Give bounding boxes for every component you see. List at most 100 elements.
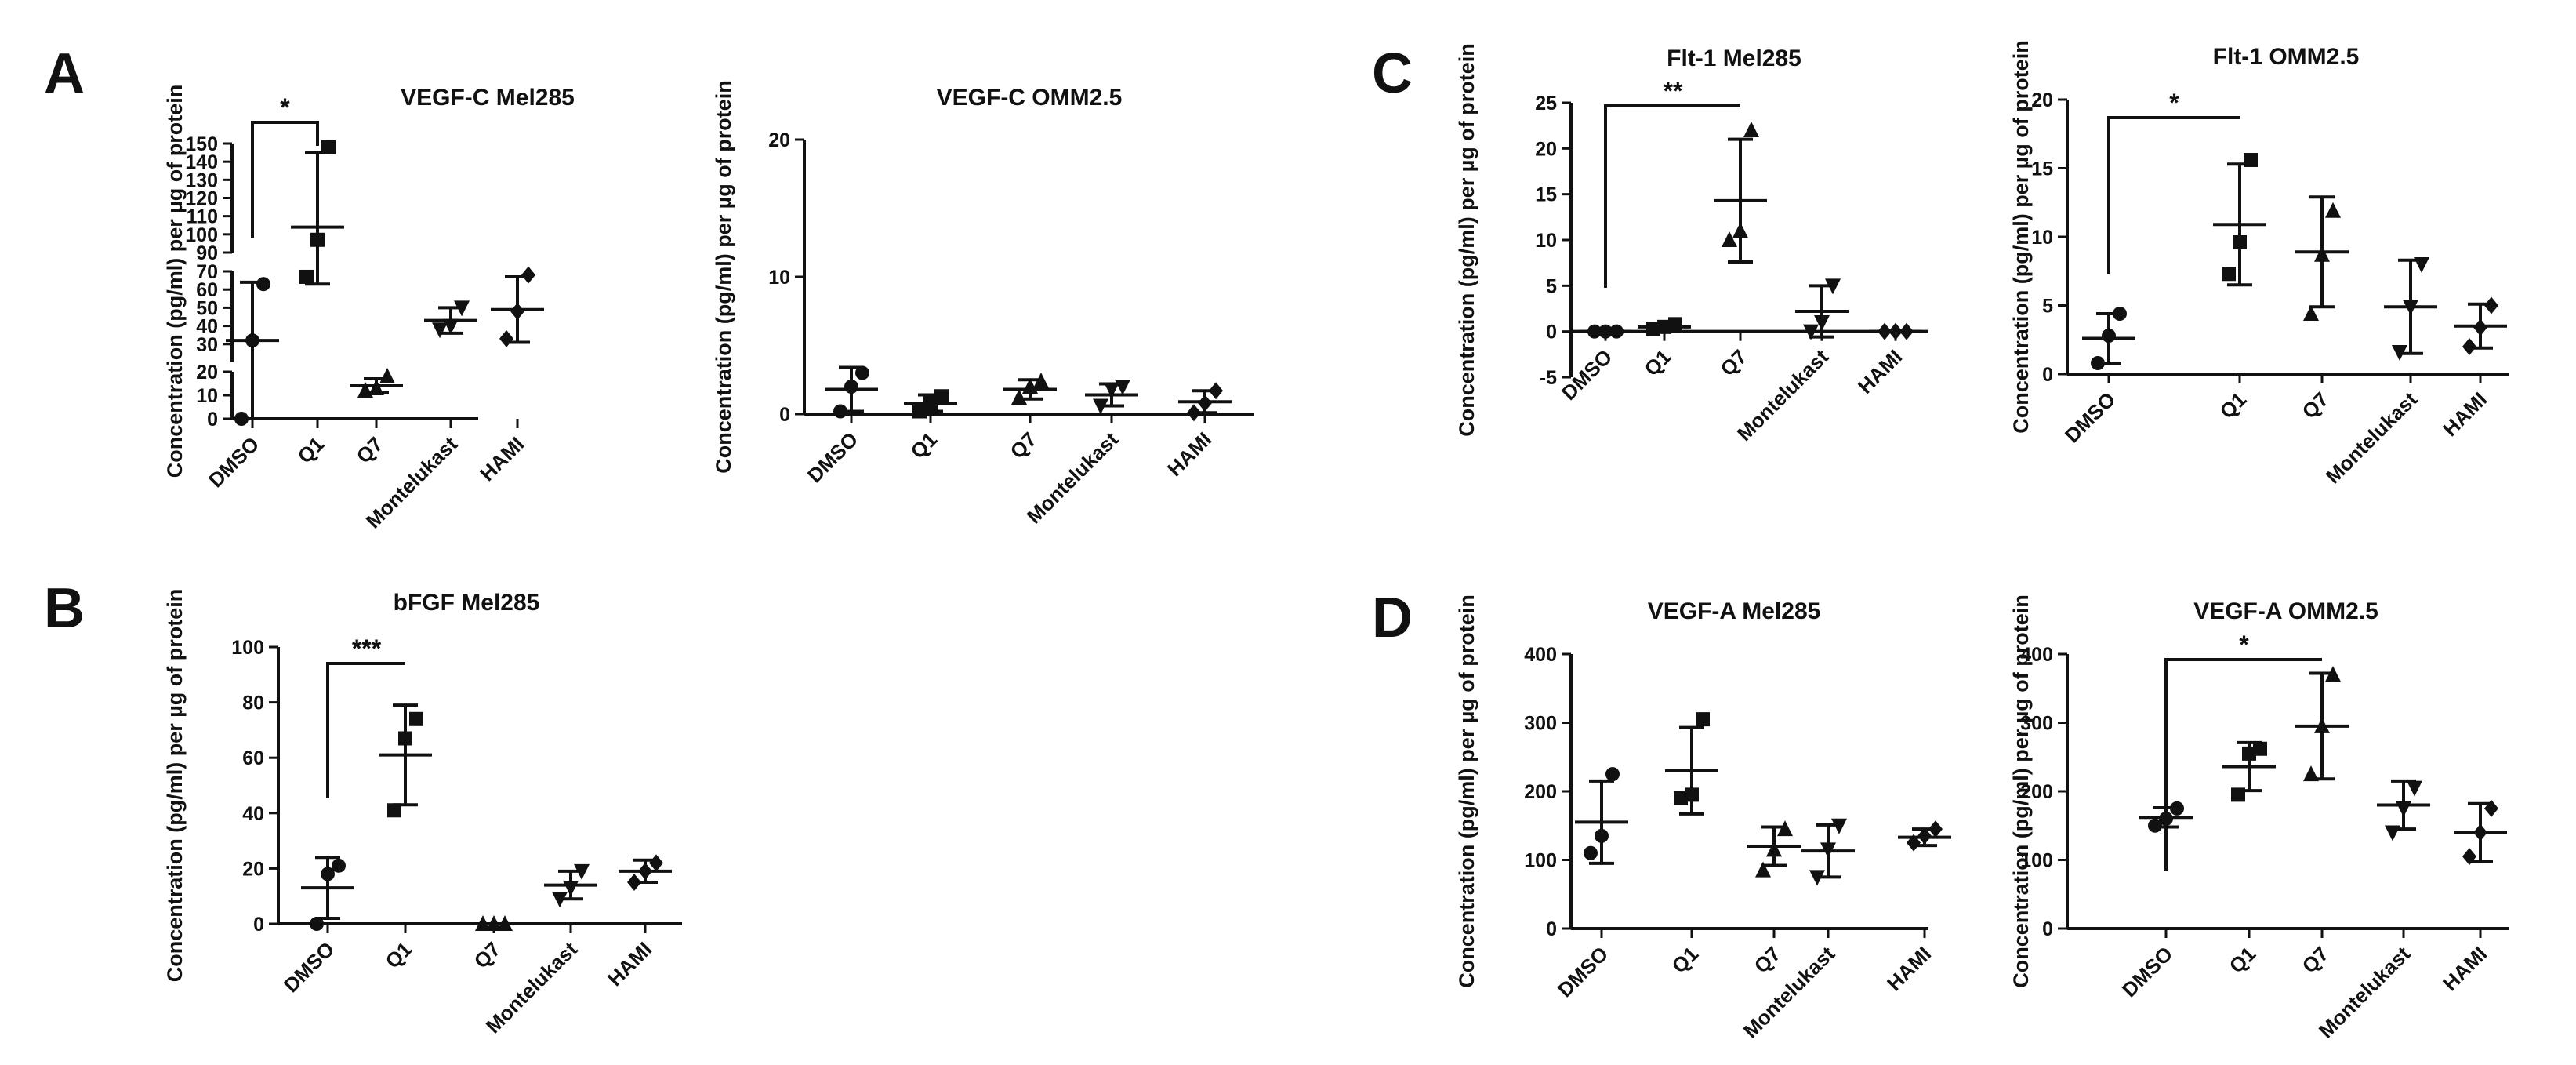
data-point [1598, 324, 1613, 339]
data-point [934, 389, 949, 404]
data-point [2242, 746, 2256, 761]
data-point [1755, 861, 1771, 878]
y-tick-label: 50 [196, 297, 218, 319]
y-tick-label: 110 [187, 206, 218, 228]
chart-vegfa-mel285: VEGF-A Mel285 Concentration (pg/ml) per µ… [1455, 594, 1951, 1043]
data-point [1809, 870, 1825, 886]
data-point [1928, 820, 1943, 838]
category-label: Q7 [1006, 427, 1042, 463]
data-point [1743, 122, 1759, 137]
y-axis-label: Concentration (pg/ml) per µg of protein [2009, 40, 2033, 434]
category-label: HAMI [1853, 345, 1907, 398]
y-tick-label: 90 [196, 242, 218, 264]
panel-letter-b: B [44, 577, 85, 640]
data-point [1104, 382, 1119, 398]
data-point [1093, 398, 1108, 415]
significance-label: *** [352, 634, 382, 663]
chart-flt1-mel285: Flt-1 Mel285 Concentration (pg/ml) per µg… [1455, 43, 1928, 445]
data-point [521, 266, 535, 284]
data-point [321, 140, 336, 154]
y-tick-label: 80 [242, 692, 264, 714]
data-point [833, 404, 847, 419]
y-tick-label: 10 [768, 267, 790, 289]
y-tick-label: 140 [185, 151, 218, 173]
chart-title: VEGF-C Mel285 [401, 85, 575, 111]
data-point [234, 412, 249, 426]
data-point [2170, 801, 2184, 816]
category-label: DMSO [1553, 942, 1613, 1001]
significance-bracket [326, 662, 405, 798]
data-point [2231, 787, 2245, 802]
data-point [563, 881, 579, 897]
category-label: DMSO [1557, 345, 1616, 405]
data-point [1831, 818, 1847, 834]
chart-flt1-omm25: Flt-1 OMM2.5 Concentration (pg/ml) per µg… [2009, 40, 2509, 489]
data-point [2385, 825, 2400, 841]
y-tick-label: 0 [207, 409, 218, 431]
chart-bfgf-mel285: bFGF Mel285 Concentration (pg/ml) per µg … [163, 589, 682, 1038]
y-tick-label: 70 [196, 261, 218, 283]
category-label: Q7 [352, 432, 388, 468]
data-point [1011, 389, 1027, 405]
data-point [1888, 322, 1903, 340]
y-axis-label: Concentration (pg/ml) per µg of protein [163, 589, 187, 983]
y-tick-label: 10 [196, 385, 218, 407]
data-point [1587, 324, 1602, 339]
data-point [2233, 235, 2247, 249]
data-point [1814, 315, 1830, 331]
data-point [2396, 801, 2411, 817]
data-point [245, 333, 259, 348]
y-tick-label: 60 [196, 279, 218, 301]
y-tick-label: 0 [253, 914, 264, 936]
y-tick-label: 0 [779, 404, 790, 426]
data-point [2325, 202, 2341, 218]
panel-letter-a: A [44, 42, 85, 105]
data-point [1917, 827, 1932, 845]
data-point [321, 867, 335, 881]
data-point [2462, 848, 2476, 866]
data-point [2303, 305, 2319, 321]
y-tick-label: 20 [768, 129, 790, 151]
data-point [2484, 296, 2498, 314]
category-label: DMSO [2060, 387, 2120, 447]
y-tick-label: 10 [1535, 230, 1557, 252]
data-point [627, 874, 641, 892]
data-point [1777, 820, 1793, 837]
data-point [552, 892, 568, 908]
category-label: Q7 [1716, 345, 1752, 381]
y-tick-label: 200 [1524, 781, 1557, 803]
y-tick-label: -5 [1540, 367, 1557, 389]
data-point [387, 803, 401, 818]
y-tick-label: 5 [2042, 296, 2053, 318]
data-point [510, 303, 524, 321]
data-point [1646, 322, 1660, 336]
chart-title: Flt-1 OMM2.5 [2213, 44, 2360, 70]
significance-bracket [2107, 116, 2240, 274]
category-label: HAMI [1882, 942, 1936, 995]
data-point [2314, 245, 2330, 262]
chart-title: VEGF-C OMM2.5 [937, 85, 1123, 111]
data-point [1209, 382, 1223, 400]
data-point [912, 404, 927, 419]
category-label: HAMI [603, 937, 656, 990]
y-tick-label: 100 [185, 224, 218, 246]
chart-vegfa-omm25: VEGF-A OMM2.5 Concentration (pg/ml) per µ… [2009, 594, 2509, 1043]
y-tick-label: 300 [1524, 713, 1557, 735]
data-point [2222, 267, 2236, 282]
significance-label: * [2169, 89, 2179, 117]
data-point [2091, 356, 2105, 370]
chart-title: VEGF-A Mel285 [1648, 598, 1821, 624]
data-point [1878, 322, 1892, 340]
data-point [1732, 222, 1748, 238]
chart-title: bFGF Mel285 [394, 590, 540, 616]
data-point [2473, 823, 2487, 841]
data-point [1198, 394, 1212, 412]
category-label: DMSO [803, 427, 862, 487]
data-point [2414, 257, 2429, 273]
data-point [368, 380, 384, 395]
data-point [1605, 767, 1620, 782]
significance-label: * [280, 93, 290, 122]
data-point [2484, 799, 2498, 817]
data-point [855, 365, 869, 380]
